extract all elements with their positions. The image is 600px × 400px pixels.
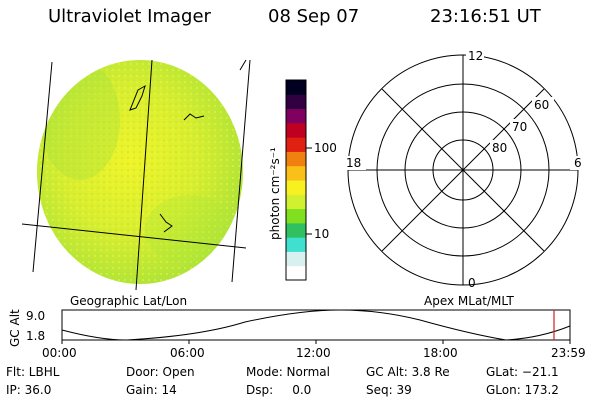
alt-xtick-1200: 12:00 — [296, 346, 331, 360]
mlt-label-6: 6 — [574, 156, 582, 170]
status-mode: Mode: Normal — [246, 365, 330, 379]
alt-xtick-0600: 06:00 — [170, 346, 205, 360]
status-door: Door: Open — [126, 365, 195, 379]
altitude-plot: 9.0 1.8 GC Alt 00:00 06:00 12:00 18:00 2… — [8, 309, 586, 360]
observation-time: 23:16:51 UT — [430, 6, 541, 27]
colorbar-tick-100: 100 — [314, 141, 337, 155]
colorbar-segment — [286, 151, 306, 167]
colorbar-segment — [286, 137, 306, 152]
alt-ylabel: GC Alt — [8, 309, 22, 347]
status-ip: IP: 36.0 — [6, 383, 51, 397]
colorbar-segment — [286, 122, 306, 138]
alt-xtick-1800: 18:00 — [423, 346, 458, 360]
observation-date: 08 Sep 07 — [268, 6, 360, 27]
colorbar-segment — [286, 251, 306, 267]
status-glat: GLat: −21.1 — [486, 365, 559, 379]
colorbar-segment — [286, 180, 306, 195]
colorbar-segment — [286, 165, 306, 181]
uv-image — [21, 59, 251, 291]
mlt-label-0: 0 — [468, 276, 476, 290]
colorbar: 100 10 photon cm⁻²s⁻¹ — [268, 79, 337, 281]
polar-panel-label: Apex MLat/MLT — [424, 294, 514, 308]
page-title: Ultraviolet Imager — [48, 6, 211, 27]
colorbar-unit-label: photon cm⁻²s⁻¹ — [268, 147, 282, 240]
alt-xtick-0000: 00:00 — [42, 346, 77, 360]
status-gain: Gain: 14 — [126, 383, 177, 397]
status-dsp: Dsp: 0.0 — [246, 383, 311, 397]
status-gc-alt: GC Alt: 3.8 Re — [366, 365, 450, 379]
colorbar-segment — [286, 208, 306, 224]
polar-plot — [347, 54, 579, 286]
colorbar-segment — [286, 265, 306, 281]
alt-ytick-9: 9.0 — [26, 309, 45, 323]
status-glon: GLon: 173.2 — [486, 383, 559, 397]
colorbar-segment — [286, 222, 306, 238]
mlt-label-18: 18 — [346, 156, 361, 170]
alt-xtick-2359: 23:59 — [551, 346, 586, 360]
status-info: Flt: LBHL IP: 36.0 Door: Open Gain: 14 M… — [6, 365, 559, 397]
geographic-panel-label: Geographic Lat/Lon — [70, 294, 187, 308]
mlat-label-60: 60 — [534, 98, 549, 112]
mlat-label-70: 70 — [512, 120, 527, 134]
colorbar-segment — [286, 194, 306, 210]
status-filter: Flt: LBHL — [6, 365, 60, 379]
mlt-label-12: 12 — [468, 49, 483, 63]
colorbar-segment — [286, 80, 306, 95]
colorbar-segment — [286, 237, 306, 252]
status-seq: Seq: 39 — [366, 383, 412, 397]
colorbar-segment — [286, 108, 306, 124]
polar-labels: 12 18 6 0 60 70 80 — [344, 48, 584, 290]
alt-ytick-1-8: 1.8 — [26, 329, 45, 343]
colorbar-tick-10: 10 — [314, 227, 329, 241]
colorbar-segment — [286, 94, 306, 110]
mlat-label-80: 80 — [492, 141, 507, 155]
